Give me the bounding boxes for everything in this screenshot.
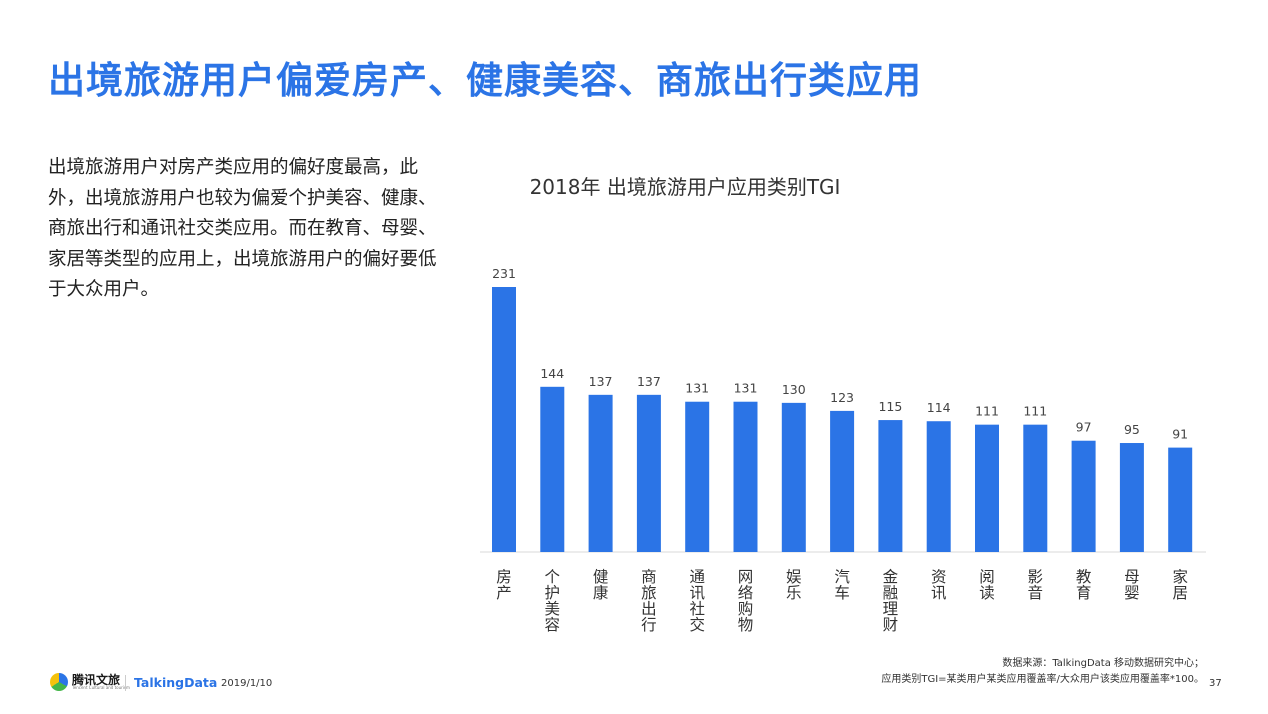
- bar: [975, 424, 999, 552]
- data-label: 111: [975, 404, 999, 419]
- data-label: 144: [540, 366, 564, 381]
- category-label: 通讯社交: [689, 568, 705, 634]
- data-label: 123: [830, 390, 854, 405]
- footer-divider: [125, 675, 126, 691]
- data-source: 数据来源：TalkingData 移动数据研究中心；: [1002, 658, 1204, 669]
- category-label: 个护美容: [545, 568, 561, 634]
- category-label: 房产: [496, 568, 512, 602]
- category-label: 金融理财: [883, 568, 899, 634]
- bar: [1071, 440, 1096, 552]
- logo1-subtext: Tencent Cultural and tourism: [72, 685, 130, 690]
- bar: [781, 402, 806, 552]
- category-label: 阅读: [979, 568, 995, 602]
- page-number: 37: [1209, 678, 1222, 689]
- data-label: 111: [1023, 404, 1047, 419]
- talkingdata-logo: TalkingData: [134, 675, 218, 690]
- bar: [1168, 447, 1193, 552]
- bar: [492, 287, 516, 552]
- category-label: 商旅出行: [641, 568, 657, 634]
- bar: [733, 401, 758, 552]
- bar: [926, 421, 951, 552]
- bar: [636, 394, 661, 552]
- category-label: 家居: [1172, 568, 1188, 602]
- data-label: 114: [927, 400, 951, 415]
- data-label: 231: [492, 266, 516, 281]
- data-label: 131: [685, 381, 709, 396]
- data-label: 130: [782, 382, 806, 397]
- data-label: 131: [734, 381, 758, 396]
- data-label: 91: [1172, 427, 1188, 442]
- category-label: 健康: [593, 568, 609, 602]
- category-label: 教育: [1076, 568, 1092, 602]
- data-label: 95: [1124, 422, 1140, 437]
- data-label: 137: [637, 374, 661, 389]
- bar: [830, 410, 855, 552]
- logo1-text: 腾讯文旅: [72, 673, 121, 687]
- data-label: 97: [1076, 420, 1092, 435]
- bar: [540, 386, 565, 552]
- bar: [878, 420, 903, 552]
- data-label: 137: [589, 374, 613, 389]
- tencent-wenlv-logo: 腾讯文旅 Tencent Cultural and tourism: [50, 673, 130, 691]
- category-label: 母婴: [1124, 568, 1140, 602]
- category-label: 娱乐: [786, 568, 802, 602]
- category-label: 资讯: [931, 568, 947, 602]
- bar: [1023, 424, 1048, 552]
- bar: [685, 401, 710, 552]
- body-paragraph: 出境旅游用户对房产类应用的偏好度最高，此外，出境旅游用户也较为偏爱个护美容、健康…: [48, 157, 437, 300]
- bar-chart: 231 房产 144 个护美容 137 健康 137 商旅出行 131 通讯社交 131 网络购物 13…: [480, 266, 1206, 634]
- category-label: 网络购物: [738, 568, 754, 634]
- tgi-definition: 应用类别TGI=某类用户某类应用覆盖率/大众用户该类应用覆盖率*100。: [881, 674, 1204, 685]
- bar: [1119, 443, 1144, 552]
- category-label: 汽车: [834, 568, 850, 602]
- chart-title: 2018年 出境旅游用户应用类别TGI: [529, 175, 841, 199]
- footer-date: 2019/1/10: [221, 678, 273, 689]
- logo-icon: [50, 673, 68, 691]
- page-title: 出境旅游用户偏爱房产、健康美容、商旅出行类应用: [48, 59, 922, 102]
- category-label: 影音: [1028, 568, 1044, 602]
- data-label: 115: [878, 399, 902, 414]
- bar: [588, 394, 613, 552]
